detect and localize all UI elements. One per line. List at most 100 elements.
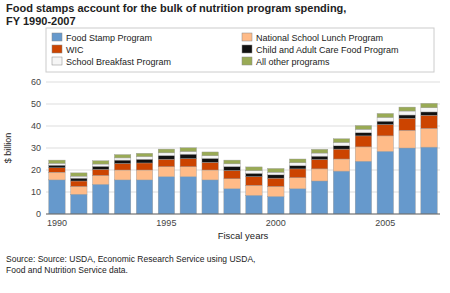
bar: [333, 143, 349, 146]
bar: [290, 189, 306, 214]
bar: [399, 118, 415, 130]
legend-swatch: [52, 57, 62, 65]
bar: [114, 180, 130, 214]
bar: [268, 172, 284, 175]
grid-line: [46, 104, 440, 105]
bar: [377, 117, 393, 121]
bar: [224, 170, 240, 178]
legend-label: WIC: [66, 45, 84, 55]
source: Source: Source: USDA, Economic Research …: [6, 254, 255, 275]
bar: [355, 161, 371, 214]
bar: [268, 196, 284, 214]
legend-label: Food Stamp Program: [66, 33, 152, 43]
bar: [202, 156, 218, 159]
bar: [333, 146, 349, 149]
bar: [399, 107, 415, 111]
bar: [224, 189, 240, 214]
bar: [158, 167, 174, 177]
bar: [268, 168, 284, 172]
legend-swatch: [242, 57, 252, 65]
bar: [49, 168, 65, 172]
bar: [311, 169, 327, 181]
y-tick-label: 30: [31, 143, 41, 153]
bar: [333, 171, 349, 214]
bar: [180, 152, 196, 155]
bar: [246, 177, 262, 186]
bar: [421, 147, 437, 214]
bar: [114, 160, 130, 163]
grid-line: [46, 82, 440, 83]
bar: [93, 184, 109, 214]
bar: [311, 156, 327, 159]
bar: [136, 163, 152, 170]
bar: [421, 103, 437, 107]
bar: [49, 165, 65, 168]
bar: [158, 153, 174, 156]
bar: [202, 152, 218, 156]
bar: [180, 167, 196, 177]
bar: [290, 159, 306, 163]
bar: [158, 155, 174, 159]
legend-label: Child and Adult Care Food Program: [256, 45, 399, 55]
x-axis-line: [46, 214, 440, 215]
bar: [377, 136, 393, 151]
bar: [158, 159, 174, 166]
bar: [290, 163, 306, 166]
y-tick-label: 60: [31, 77, 41, 87]
bar: [268, 175, 284, 178]
x-tick-label: 1995: [156, 218, 176, 228]
y-axis-label: $ billion: [3, 133, 13, 164]
bar: [311, 159, 327, 168]
series: [49, 115, 438, 186]
bar: [246, 173, 262, 176]
bar: [333, 139, 349, 143]
series: [49, 147, 438, 214]
bar: [49, 160, 65, 163]
bar: [93, 169, 109, 175]
bar: [93, 161, 109, 164]
series: [49, 112, 438, 181]
bar: [377, 121, 393, 124]
bar: [71, 194, 87, 214]
bar: [333, 149, 349, 159]
bar: [71, 176, 87, 178]
bar: [311, 181, 327, 214]
grid-line: [46, 214, 440, 215]
bar: [246, 167, 262, 171]
bar: [246, 195, 262, 214]
bar: [355, 147, 371, 161]
x-tick-label: 2000: [266, 218, 286, 228]
bar: [71, 173, 87, 176]
y-tick-label: 40: [31, 121, 41, 131]
bar: [114, 158, 130, 160]
y-tick-label: 20: [31, 165, 41, 175]
series: [49, 128, 438, 196]
bar: [49, 172, 65, 180]
bar: [224, 164, 240, 167]
bar: [202, 158, 218, 162]
bar: [311, 149, 327, 153]
bar: [290, 166, 306, 169]
y-tick-label: 0: [36, 209, 41, 219]
series: [49, 103, 438, 176]
x-tick-label: 1990: [47, 218, 67, 228]
legend-swatch: [52, 33, 62, 41]
legend-label: National School Lunch Program: [256, 33, 383, 43]
legend: Food Stamp Program National School Lunch …: [46, 28, 434, 72]
bar: [136, 153, 152, 156]
bar: [399, 130, 415, 148]
x-axis-label: Fiscal years: [218, 230, 269, 241]
bar: [355, 129, 371, 132]
bar: [202, 162, 218, 170]
bar: [421, 115, 437, 128]
bar: [224, 179, 240, 189]
bar: [246, 185, 262, 195]
bar: [158, 177, 174, 214]
bar: [136, 180, 152, 214]
bar: [93, 176, 109, 185]
x-tick-label: 2005: [375, 218, 395, 228]
bars: [49, 103, 438, 214]
bar: [399, 148, 415, 214]
legend-label: School Breakfast Program: [66, 57, 171, 67]
bar: [377, 124, 393, 135]
